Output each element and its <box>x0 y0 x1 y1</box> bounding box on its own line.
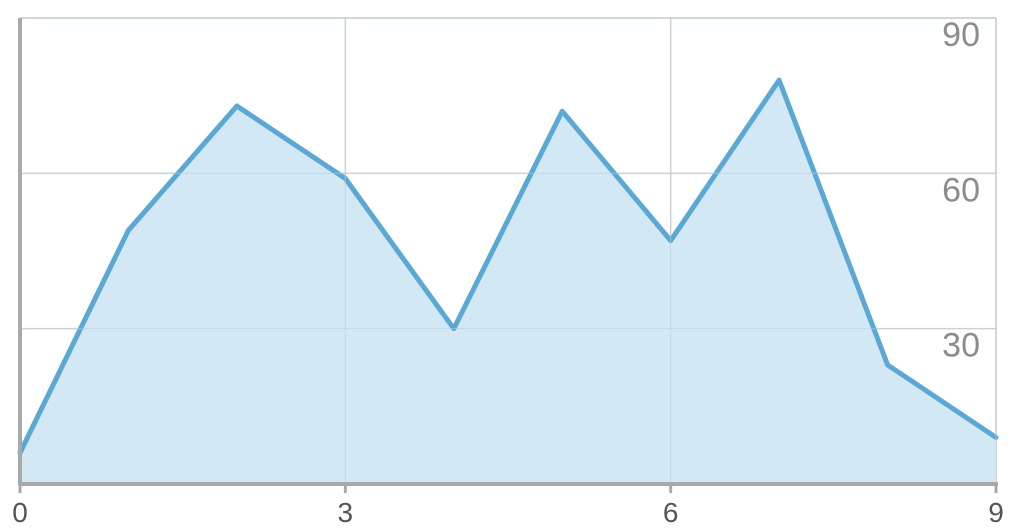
y-tick-label: 90 <box>942 16 980 54</box>
axis-layer <box>18 18 998 493</box>
y-tick-label: 30 <box>942 327 980 365</box>
series-line <box>17 77 999 456</box>
x-tick-label: 9 <box>988 497 1004 528</box>
x-tick-label: 6 <box>663 497 679 528</box>
y-tick-label: 60 <box>942 171 980 209</box>
x-tick-label: 0 <box>12 497 28 528</box>
x-tick-label: 3 <box>338 497 354 528</box>
series-area <box>20 80 996 484</box>
area-layer <box>17 17 999 484</box>
label-layer: 0 3 6 9 30 60 90 <box>12 16 1004 528</box>
